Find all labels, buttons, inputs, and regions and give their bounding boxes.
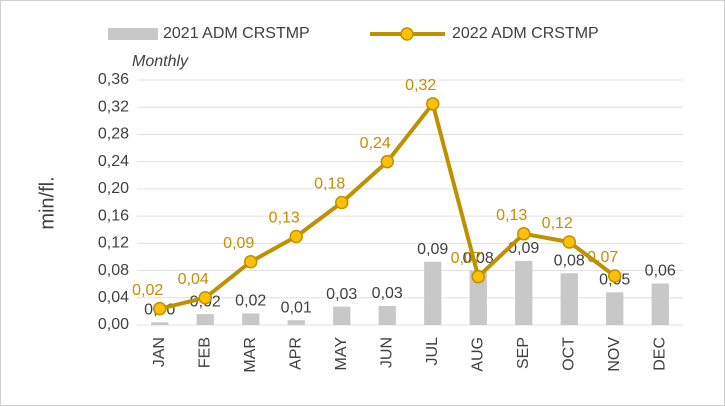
line-value-label: 0,18 [314,176,345,193]
line-marker [335,195,349,210]
bar-value-label: 0,03 [326,286,357,303]
bar [378,305,396,325]
x-tick-label: OCT [560,337,577,371]
line-marker [153,301,167,316]
bar-value-label: 0,06 [645,263,676,280]
line-marker [608,269,622,283]
y-tick-label: 0,28 [98,126,129,143]
bar [469,270,487,325]
legend-label: 2021 ADM CRSTMP [163,25,310,42]
x-tick-label: MAR [242,337,259,373]
x-tick-label: FEB [196,337,213,368]
bar [196,314,214,325]
line-marker [289,229,303,244]
line-value-label: 0,04 [178,271,209,288]
x-tick-label: JAN [151,337,168,367]
legend-label: 2022 ADM CRSTMP [452,25,599,42]
line-value-label: 0,13 [496,207,527,224]
x-tick-label: MAY [333,337,350,371]
line-marker [517,227,531,241]
x-tick-label: NOV [606,337,623,372]
bar-value-label: 0,09 [508,240,539,257]
bar-value-label: 0,03 [372,285,403,302]
y-tick-label: 0,20 [98,180,129,197]
y-tick-label: 0,32 [98,98,129,115]
line-value-label: 0,32 [405,77,436,94]
line-value-label: 0,09 [223,235,254,252]
line-value-label: 0,24 [360,135,391,152]
bar-value-label: 0,01 [281,299,312,316]
line-value-label: 0,07 [587,249,618,266]
y-tick-label: 0,36 [98,71,129,88]
x-tick-label: SEP [515,337,532,369]
line-marker [380,154,394,169]
bar-value-label: 0,08 [554,252,585,269]
bar-value-label: 0,09 [417,241,448,258]
x-tick-label: APR [287,337,304,370]
y-tick-label: 0,16 [98,207,129,224]
y-tick-label: 0,04 [98,289,129,306]
line-value-label: 0,07 [451,250,482,267]
x-tick-label: JUN [378,337,395,368]
bar [515,261,533,325]
legend-swatch-marker [400,27,414,41]
bar [151,322,169,325]
bar [287,320,305,325]
y-tick-label: 0,00 [98,316,129,333]
line-marker [244,254,258,269]
line-marker [198,291,212,305]
x-tick-label: JUL [424,337,441,366]
bar [560,273,578,325]
x-tick-label: AUG [469,337,486,372]
line-marker [471,269,485,284]
chart-subtitle: Monthly [132,53,189,70]
bar [424,261,442,325]
bar [242,313,260,325]
line-marker [562,235,576,249]
bar [333,306,351,325]
y-tick-label: 0,12 [98,235,129,252]
bar [651,283,669,325]
bar-value-label: 0,02 [235,293,266,310]
legend-swatch [108,28,158,40]
line-marker [426,97,440,111]
bar [606,292,624,325]
line-value-label: 0,13 [269,210,300,227]
line-value-label: 0,02 [132,282,163,299]
y-tick-label: 0,24 [98,153,129,170]
line-value-label: 0,12 [542,215,573,232]
y-axis-label: min/fl. [36,176,58,229]
y-tick-label: 0,08 [98,262,129,279]
x-tick-label: DEC [651,337,668,371]
